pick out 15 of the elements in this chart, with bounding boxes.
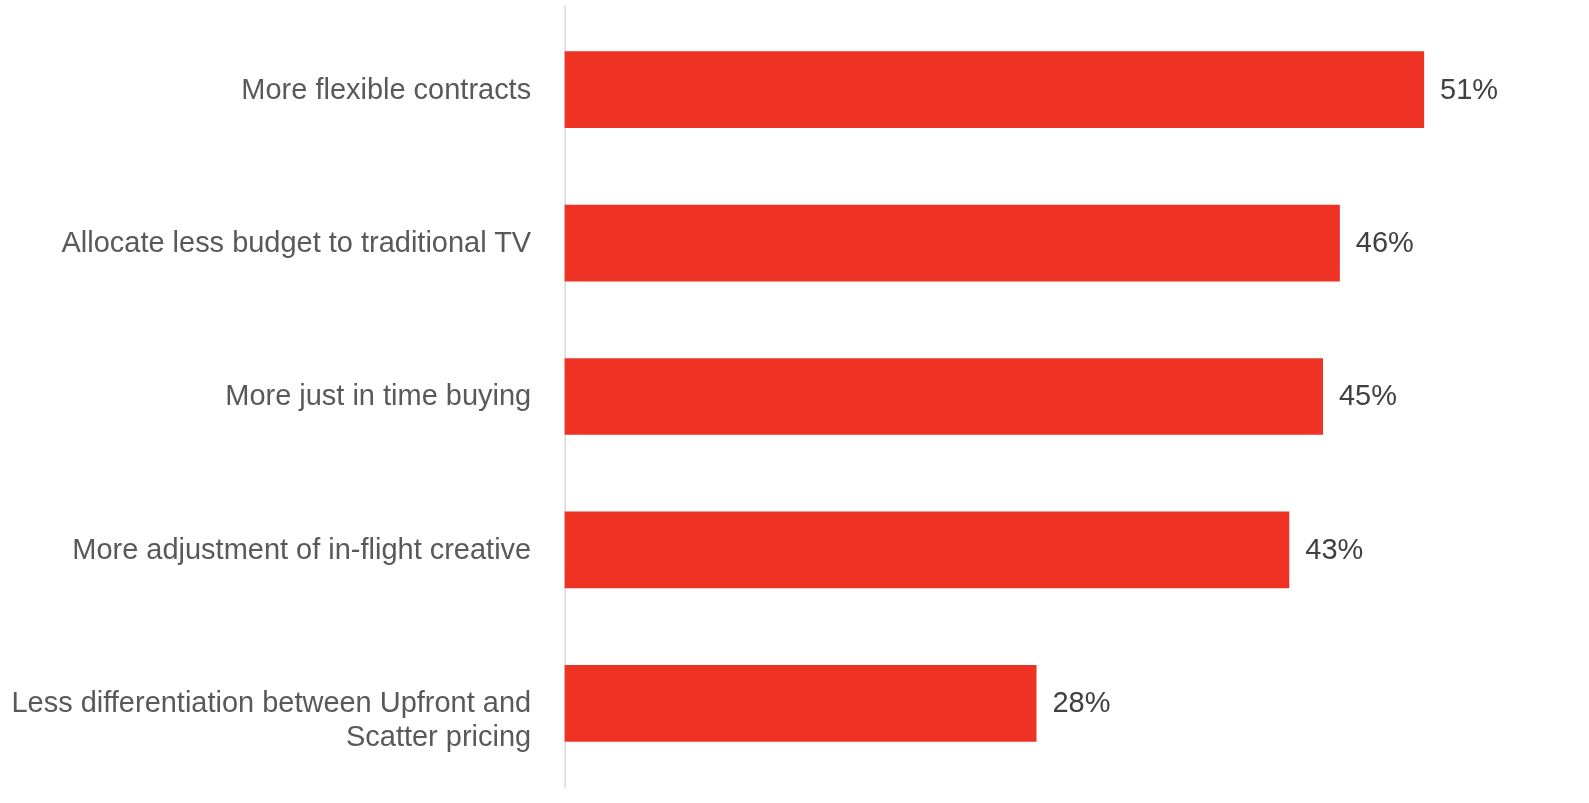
data-label: 43% bbox=[1305, 532, 1364, 565]
bar bbox=[564, 665, 1037, 742]
y-tick-label: More just in time buying bbox=[225, 379, 532, 412]
bar bbox=[564, 204, 1340, 282]
y-tick-label: Less differentiation between Upfront and Scatter pricing bbox=[11, 686, 532, 753]
bar bbox=[564, 51, 1425, 128]
y-tick-label: More flexible contracts bbox=[241, 72, 532, 105]
data-label: 28% bbox=[1052, 686, 1111, 719]
y-tick-label: More adjustment of in-flight creative bbox=[72, 532, 532, 565]
y-tick-label: Allocate less budget to traditional TV bbox=[61, 226, 532, 259]
bar bbox=[564, 511, 1290, 589]
bar bbox=[564, 358, 1323, 435]
data-label: 46% bbox=[1355, 226, 1414, 259]
data-label: 45% bbox=[1338, 379, 1397, 412]
data-label: 51% bbox=[1440, 72, 1499, 105]
